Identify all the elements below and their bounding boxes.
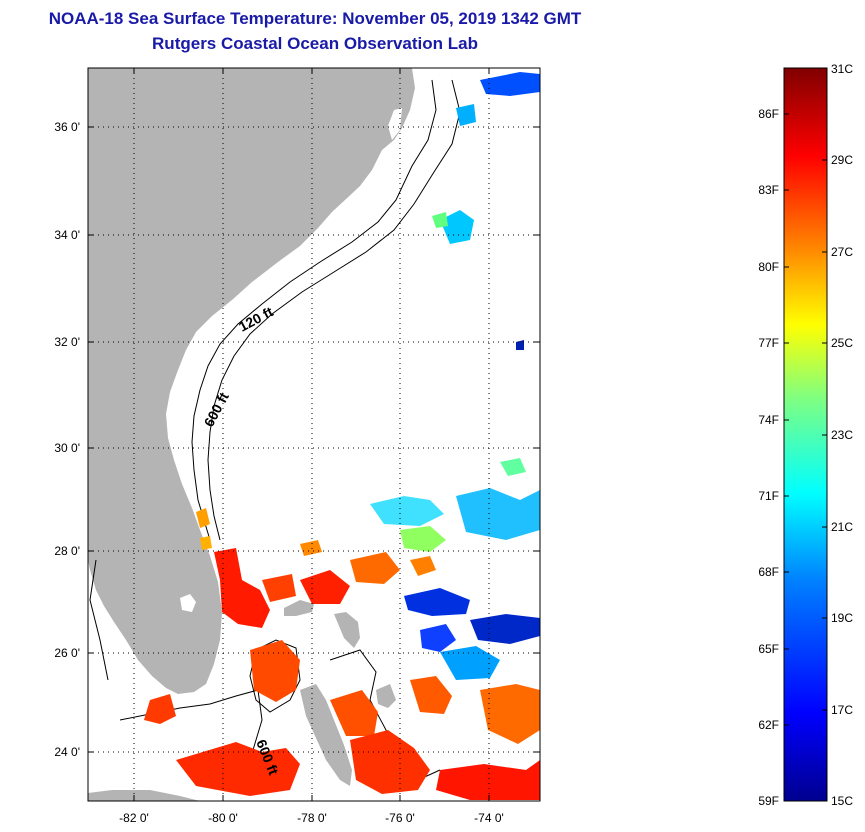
colorbar-celsius-label: 17C <box>831 703 853 717</box>
sst-patch <box>500 458 526 476</box>
land-grand-bahama <box>284 600 314 616</box>
colorbar-celsius-label: 21C <box>831 520 853 534</box>
lat-label: 28 0' <box>54 544 80 558</box>
colorbar-fahrenheit-label: 80F <box>758 260 779 274</box>
colorbar <box>783 67 828 802</box>
colorbar-ticks <box>784 113 827 726</box>
land-eleuthera <box>376 684 396 708</box>
sst-patch <box>350 730 430 794</box>
lon-label: -80 0' <box>208 811 238 825</box>
sst-patch <box>370 496 444 526</box>
sst-patch <box>516 340 524 350</box>
sst-patch <box>456 104 476 126</box>
sst-patch <box>456 488 540 540</box>
colorbar-celsius-label: 27C <box>831 245 853 259</box>
colorbar-fahrenheit-label: 71F <box>758 489 779 503</box>
colorbar-celsius-label: 31C <box>831 62 853 76</box>
lat-label: 24 0' <box>54 745 80 759</box>
lat-label: 26 0' <box>54 646 80 660</box>
map-subtitle: Rutgers Coastal Ocean Observation Lab <box>152 34 478 53</box>
sst-patch <box>404 588 470 616</box>
isobath-west-fl <box>89 559 109 681</box>
sst-patch <box>432 212 448 228</box>
sst-patch <box>410 676 452 714</box>
colorbar-fahrenheit-label: 83F <box>758 183 779 197</box>
colorbar-fahrenheit-label: 86F <box>758 107 779 121</box>
colorbar-fahrenheit-label: 74F <box>758 413 779 427</box>
sst-patch <box>470 614 540 644</box>
sst-patch <box>436 760 540 800</box>
colorbar-fahrenheit-label: 77F <box>758 336 779 350</box>
colorbar-celsius-label: 15C <box>831 794 853 808</box>
sst-patch <box>300 540 322 556</box>
land-andros <box>300 684 352 786</box>
sst-patch <box>262 574 296 602</box>
colorbar-celsius-label: 29C <box>831 153 853 167</box>
pamlico-sound <box>388 108 402 140</box>
lat-label: 36 0' <box>54 120 80 134</box>
sst-patch <box>144 694 176 724</box>
map-frame <box>87 67 541 802</box>
sst-patch <box>410 556 436 576</box>
sst-patch <box>400 526 446 552</box>
colorbar-fahrenheit-label: 65F <box>758 642 779 656</box>
map-title: NOAA-18 Sea Surface Temperature: Novembe… <box>48 9 582 28</box>
sst-patch <box>440 646 500 680</box>
sst-patch <box>330 690 378 736</box>
lat-label: 34 0' <box>54 228 80 242</box>
colorbar-fahrenheit-label: 68F <box>758 565 779 579</box>
sst-patch <box>300 570 350 604</box>
lon-label: -74 0' <box>474 811 504 825</box>
isobath-600ft <box>207 79 461 541</box>
sst-patch <box>214 548 270 628</box>
colorbar-fahrenheit-label: 62F <box>758 718 779 732</box>
sst-patch <box>250 640 300 702</box>
sst-patch <box>200 536 212 550</box>
isobath-120ft <box>191 79 437 541</box>
land-cuba <box>88 790 200 801</box>
lake-okeechobee <box>180 594 196 612</box>
sst-patch <box>480 72 540 96</box>
sst-patch <box>196 508 210 528</box>
frame-ticks <box>88 68 540 801</box>
lon-label: -76 0' <box>385 811 415 825</box>
land-abaco <box>334 612 360 648</box>
isobath-label: 120 ft <box>236 303 276 334</box>
lon-label: -82 0' <box>119 811 149 825</box>
isobath-label: 600 ft <box>201 389 232 429</box>
sst-patch <box>176 742 300 796</box>
colorbar-celsius-label: 19C <box>831 611 853 625</box>
lat-label: 30 0' <box>54 441 80 455</box>
sst-patch <box>480 684 540 744</box>
sst-patch <box>350 552 400 584</box>
colorbar-fahrenheit-label: 59F <box>758 794 779 808</box>
sst-patch <box>420 624 456 652</box>
graticule <box>88 68 540 801</box>
colorbar-celsius-label: 25C <box>831 336 853 350</box>
colorbar-celsius-label: 23C <box>831 428 853 442</box>
land-mainland <box>88 68 415 694</box>
lon-label: -78 0' <box>297 811 327 825</box>
lat-label: 32 0' <box>54 335 80 349</box>
